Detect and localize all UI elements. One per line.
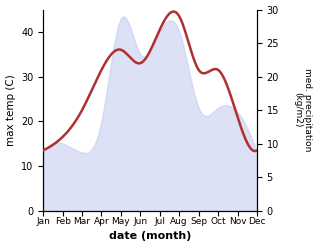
X-axis label: date (month): date (month) <box>109 231 191 242</box>
Y-axis label: med. precipitation
(kg/m2): med. precipitation (kg/m2) <box>293 68 313 152</box>
Y-axis label: max temp (C): max temp (C) <box>5 74 16 146</box>
